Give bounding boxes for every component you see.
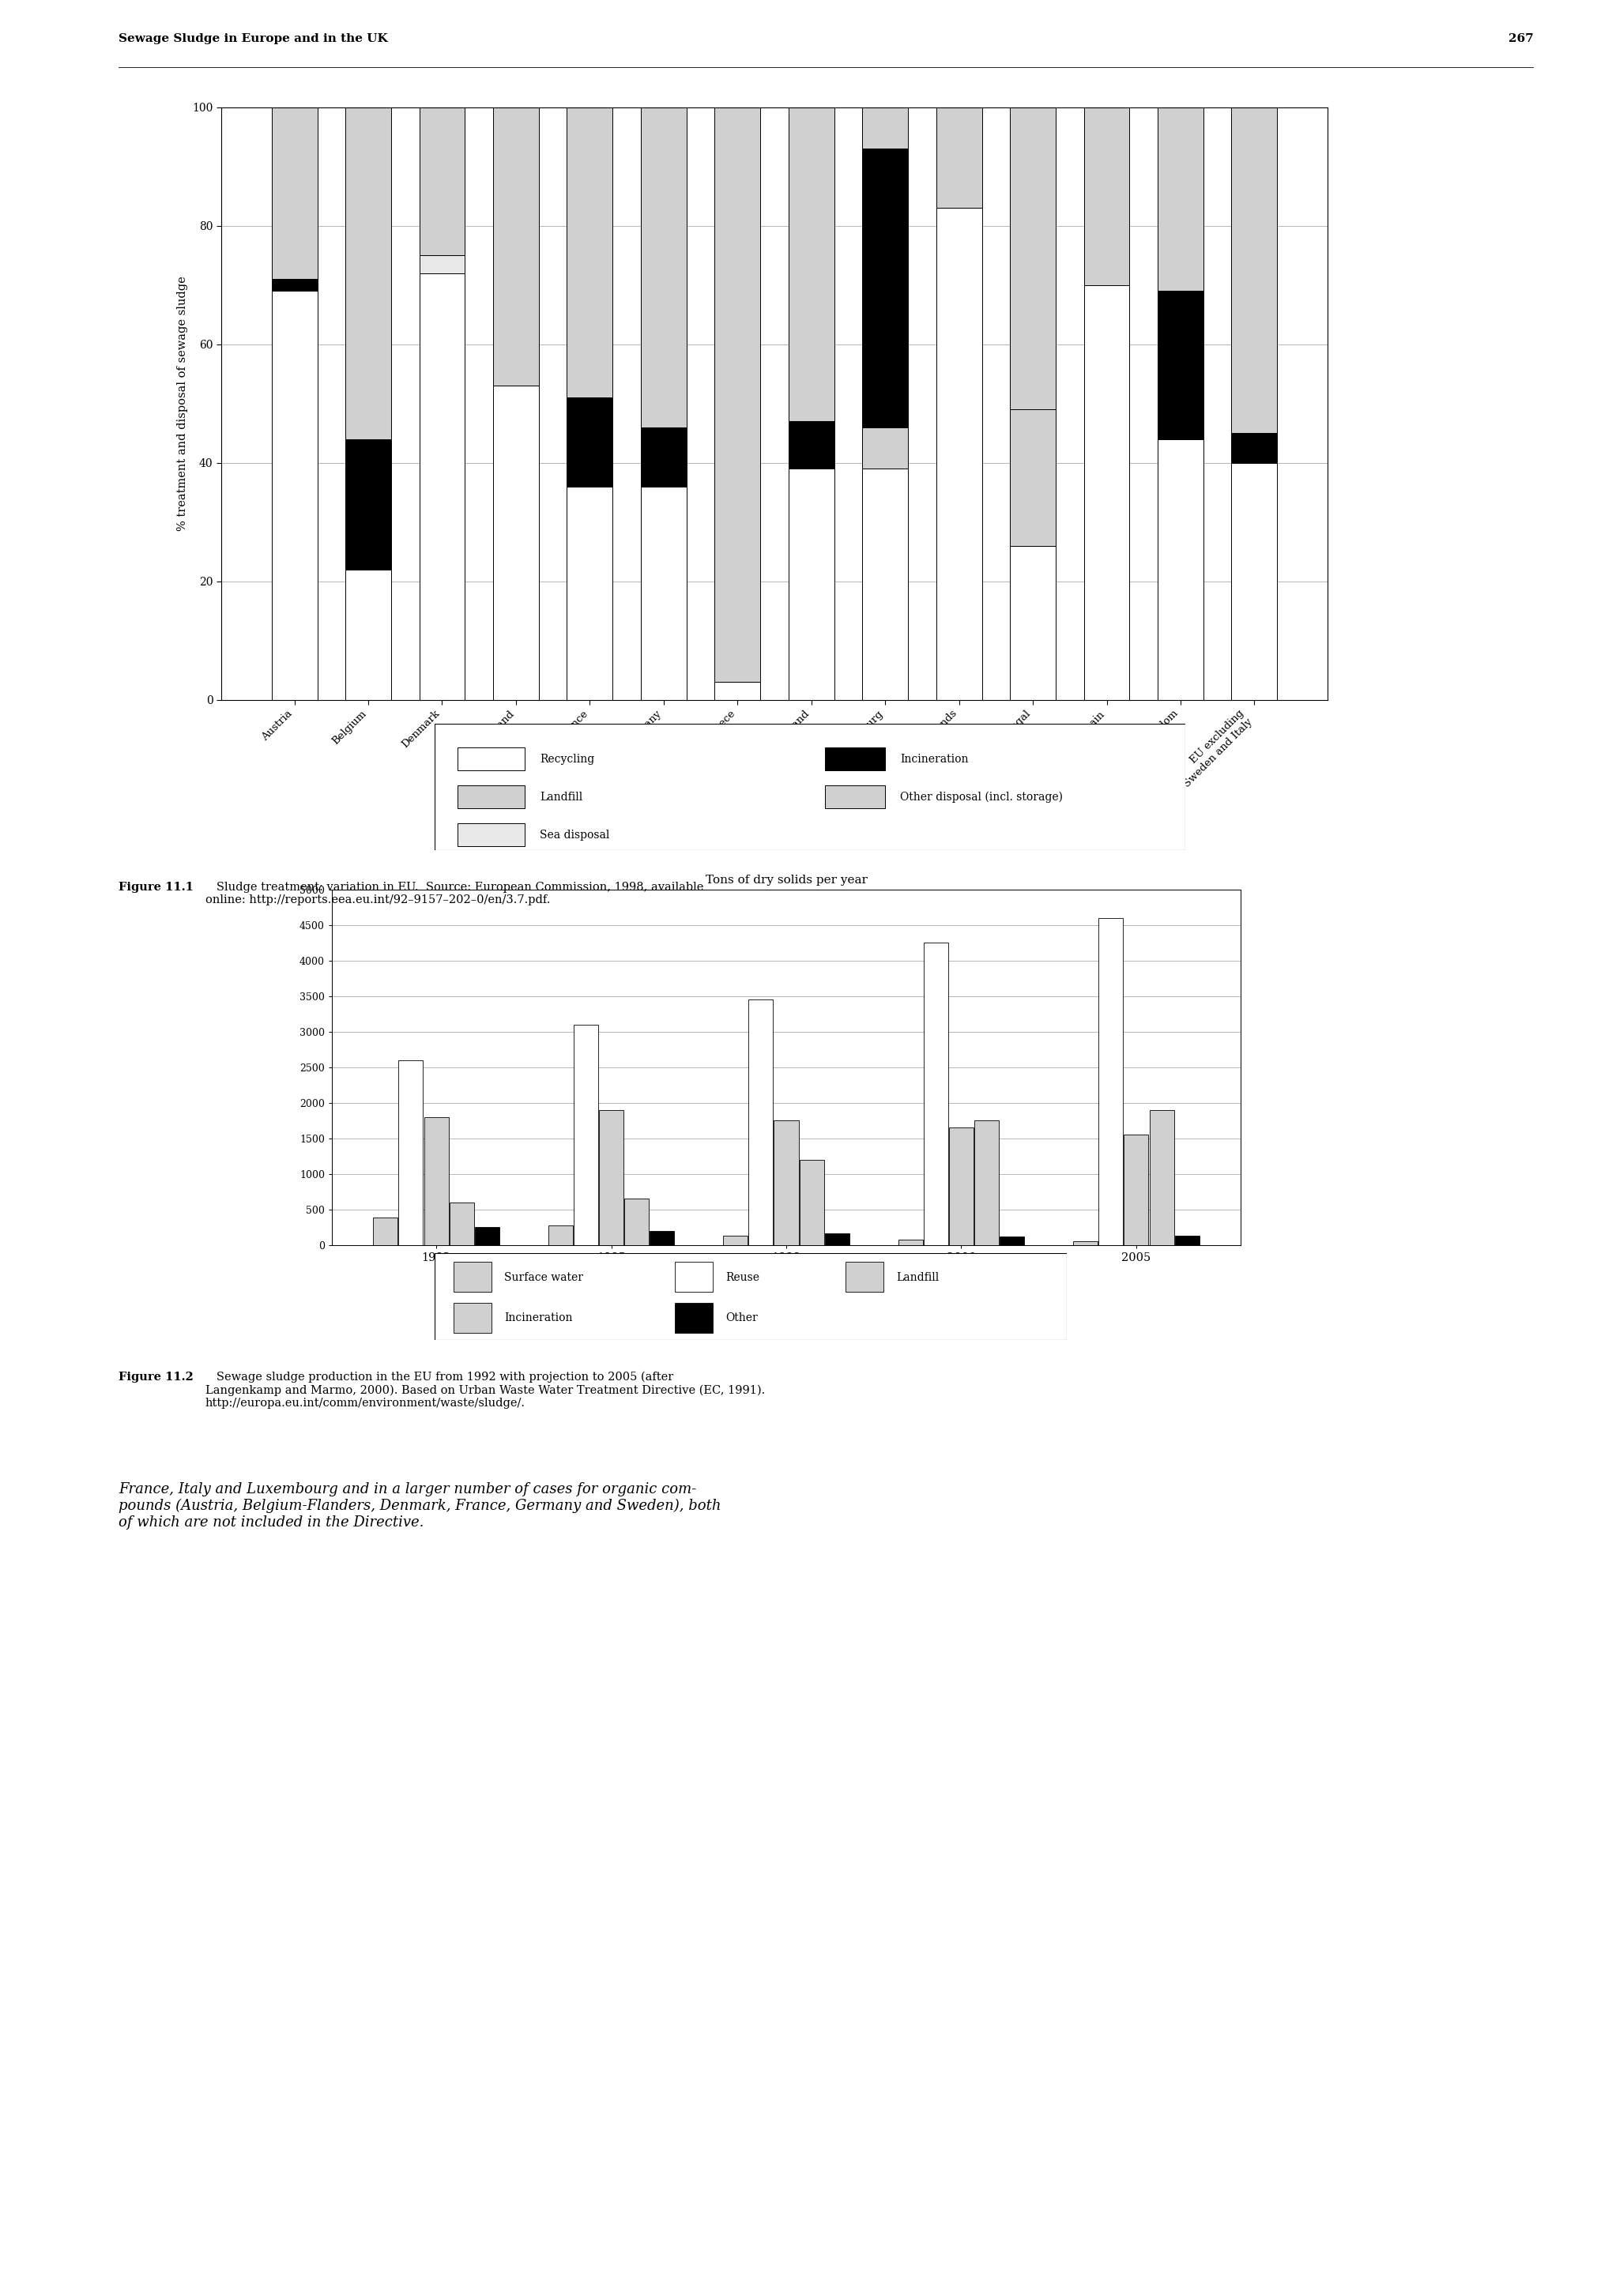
Text: Reuse: Reuse [725,1272,760,1283]
Bar [493,108,538,386]
Bar [271,280,318,292]
Text: Sewage sludge production in the EU from 1992 with projection to 2005 (after
Lang: Sewage sludge production in the EU from … [206,1371,765,1410]
Bar [420,108,465,255]
Bar [824,1233,850,1244]
Bar [936,209,982,700]
Bar [599,1109,623,1244]
Bar [749,999,773,1244]
Bar [1231,464,1278,700]
Bar [345,569,391,700]
Bar [898,1240,923,1244]
Text: Landfill: Landfill [896,1272,939,1283]
Y-axis label: % treatment and disposal of sewage sludge: % treatment and disposal of sewage sludg… [177,276,188,530]
Bar [640,108,687,427]
Title: Tons of dry solids per year: Tons of dry solids per year [706,875,867,886]
Bar [420,255,465,273]
Bar [1099,918,1123,1244]
Bar [714,682,760,700]
FancyBboxPatch shape [434,1254,1067,1341]
Bar [826,785,885,808]
Bar [923,944,949,1244]
Bar [457,824,525,847]
Bar [949,1127,974,1244]
Bar [775,1120,798,1244]
Bar [548,1226,573,1244]
Bar [1158,292,1204,439]
Text: Other disposal (incl. storage): Other disposal (incl. storage) [901,792,1064,804]
Bar [789,108,834,422]
Bar [1231,108,1278,434]
Bar [723,1235,747,1244]
Text: Sewage Sludge in Europe and in the UK: Sewage Sludge in Europe and in the UK [118,32,388,44]
Bar [789,422,834,468]
Bar [676,1263,712,1293]
Bar [399,1061,423,1244]
Bar [493,386,538,700]
Bar [1009,546,1056,700]
Text: France, Italy and Luxembourg and in a larger number of cases for organic com-
po: France, Italy and Luxembourg and in a la… [118,1483,722,1529]
Text: Sea disposal: Sea disposal [540,829,610,840]
Bar [862,468,909,700]
Bar [1009,409,1056,546]
Text: Sludge treatment: variation in EU.  Source: European Commission, 1998, available: Sludge treatment: variation in EU. Sourc… [206,882,704,905]
Bar [714,108,760,682]
Text: Incineration: Incineration [505,1313,572,1325]
Bar [1158,108,1204,292]
Bar [1150,1109,1174,1244]
Bar [567,108,613,397]
Text: Incineration: Incineration [901,753,968,765]
Bar [862,108,909,149]
Bar [1231,434,1278,464]
Text: Other: Other [725,1313,757,1325]
Text: 267: 267 [1509,32,1533,44]
FancyBboxPatch shape [434,723,1185,850]
Bar [1000,1238,1024,1244]
Bar [457,748,525,771]
Bar [624,1199,648,1244]
Bar [640,487,687,700]
Bar [1009,108,1056,409]
Text: Figure 11.1: Figure 11.1 [118,882,193,893]
Bar [640,427,687,487]
Bar [420,273,465,700]
Bar [374,1217,398,1244]
Bar [800,1159,824,1244]
Bar [862,427,909,468]
Bar [345,108,391,439]
Text: Surface water: Surface water [505,1272,583,1283]
Bar [1158,439,1204,700]
Bar [474,1228,500,1244]
Bar [1175,1235,1199,1244]
Bar [650,1231,674,1244]
Bar [271,108,318,280]
Bar [1073,1240,1097,1244]
Bar [789,468,834,700]
Bar [936,108,982,209]
Bar [449,1203,474,1244]
Bar [1084,285,1129,700]
Bar [454,1263,492,1293]
Bar [826,748,885,771]
Text: Figure 11.2: Figure 11.2 [118,1371,193,1382]
Bar [1124,1134,1148,1244]
Bar [423,1118,449,1244]
Bar [567,397,613,487]
Bar [1084,108,1129,285]
Bar [567,487,613,700]
Bar [676,1302,712,1334]
Bar [454,1302,492,1334]
Bar [457,785,525,808]
Text: Recycling: Recycling [540,753,594,765]
Bar [845,1263,883,1293]
Bar [271,292,318,700]
Bar [573,1024,599,1244]
Bar [345,439,391,569]
Bar [974,1120,998,1244]
Bar [862,149,909,427]
Text: Landfill: Landfill [540,792,583,804]
